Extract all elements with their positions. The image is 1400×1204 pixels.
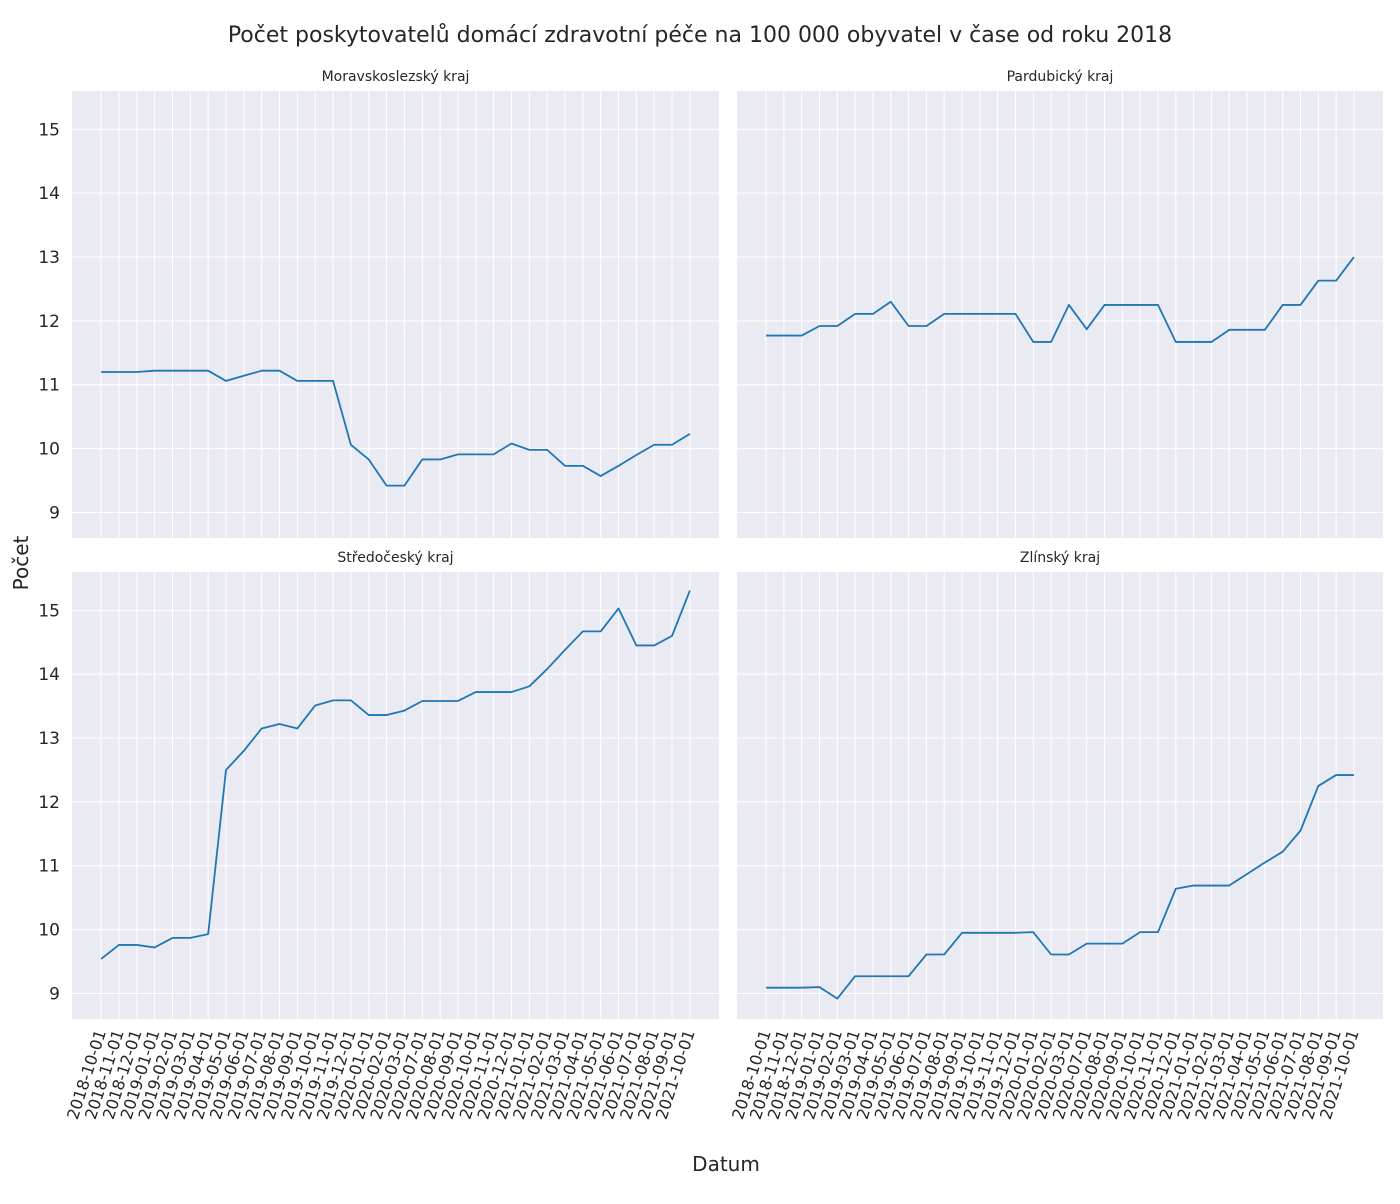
panel-background [72, 91, 719, 538]
figure-title: Počet poskytovatelů domácí zdravotní péč… [228, 23, 1172, 48]
y-tick-label: 15 [38, 120, 60, 140]
panel-title: Pardubický kraj [1007, 69, 1114, 85]
y-tick-label: 10 [38, 440, 60, 460]
panel-title: Zlínský kraj [1020, 550, 1100, 566]
y-axis-label: Počet [9, 535, 33, 590]
panel-1: 9 10 11 12 13 14 15 Moravskoslezský kraj [38, 69, 719, 538]
y-tick-label: 15 [38, 601, 60, 621]
y-tick-label: 14 [38, 184, 60, 204]
y-tick-label: 9 [49, 984, 60, 1004]
y-tick-label: 9 [49, 503, 60, 523]
panel-title: Středočeský kraj [337, 550, 453, 566]
facet-panels: 9 10 11 12 13 14 15 Moravskoslezský kraj Pardubi… [38, 69, 1383, 1122]
panel-background [72, 572, 719, 1019]
panel-title: Moravskoslezský kraj [322, 69, 470, 85]
y-tick-label: 12 [38, 793, 60, 813]
y-tick-label: 12 [38, 312, 60, 332]
y-tick-label: 10 [38, 921, 60, 941]
panel-background [737, 572, 1383, 1019]
y-tick-label: 11 [38, 857, 60, 877]
y-tick-label: 13 [38, 729, 60, 749]
y-tick-label: 14 [38, 665, 60, 685]
x-axis-label: Datum [692, 1152, 760, 1176]
y-tick-label: 13 [38, 248, 60, 268]
panel-4: Zlínský kraj2018-10-012018-11-012018-12-… [728, 550, 1383, 1122]
panel-2: Pardubický kraj [737, 69, 1383, 538]
panel-background [737, 91, 1383, 538]
y-tick-label: 11 [38, 376, 60, 396]
